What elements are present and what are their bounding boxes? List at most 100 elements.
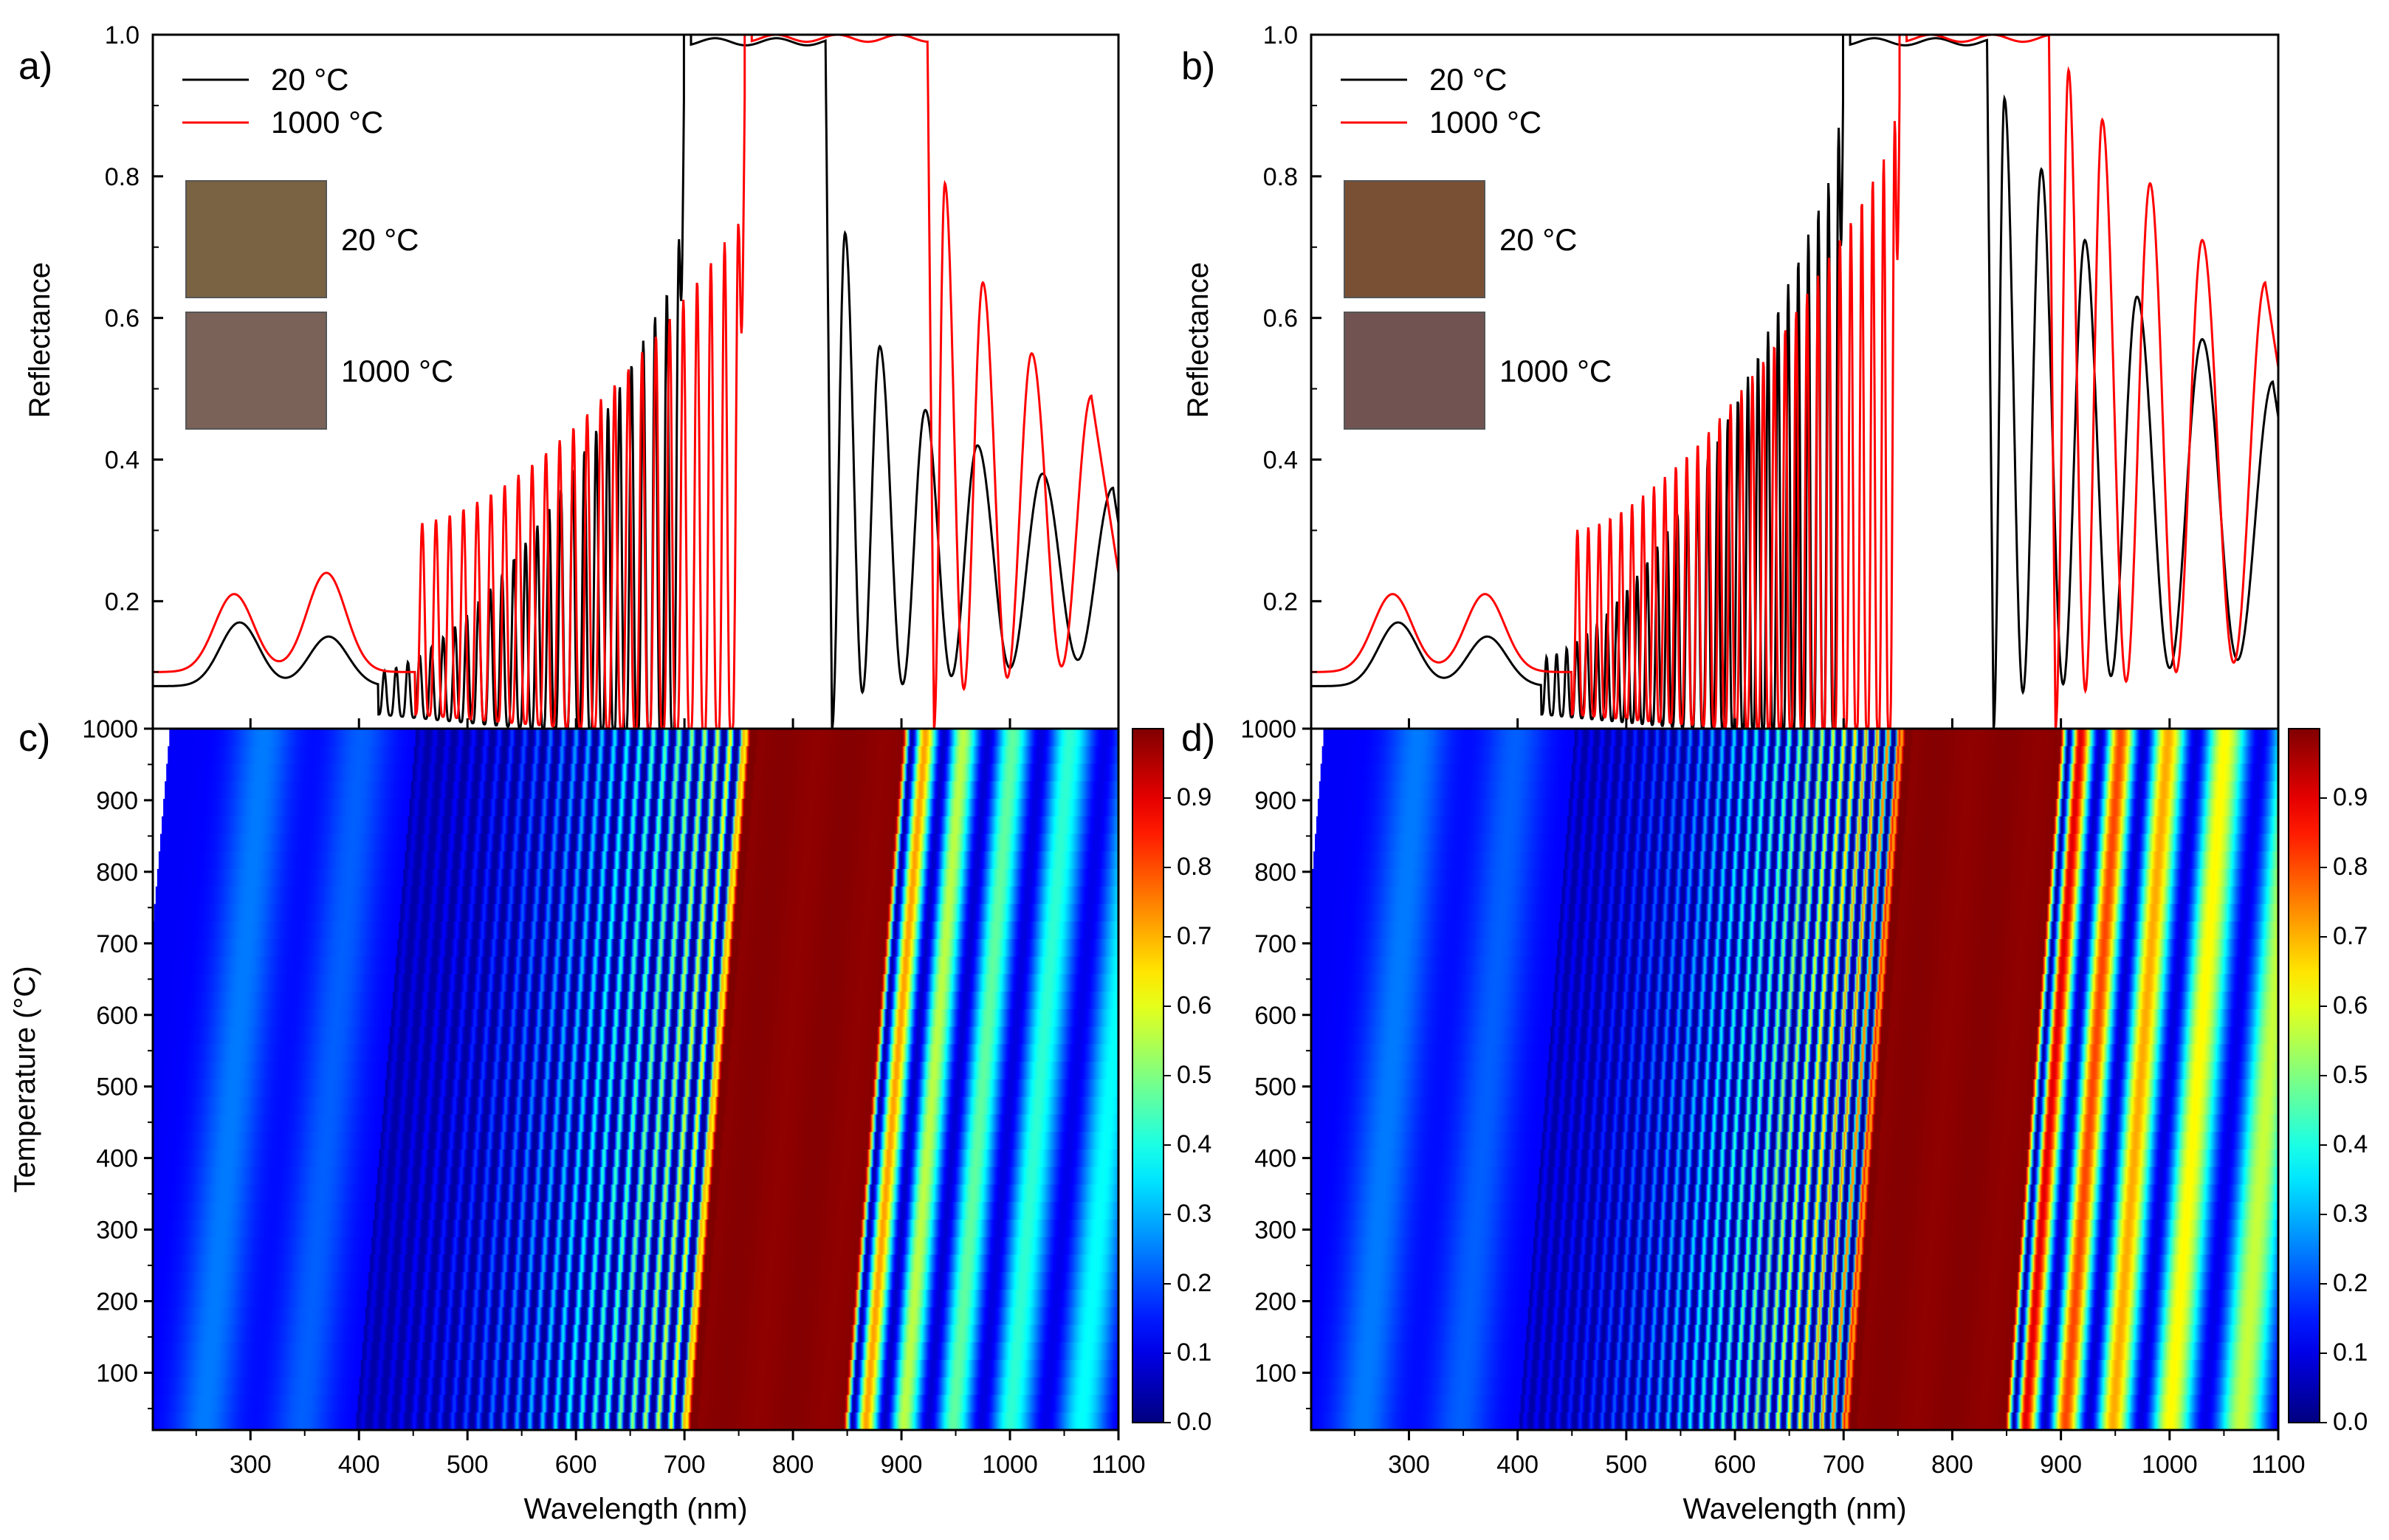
y-tick-label: 900 bbox=[96, 787, 138, 815]
y-tick-label: 900 bbox=[1254, 787, 1296, 815]
y-tick-label: 1.0 bbox=[105, 21, 140, 49]
heatmap-row bbox=[153, 1202, 1118, 1220]
y-tick-label: 500 bbox=[1254, 1073, 1296, 1101]
swatch-label-0: 20 °C bbox=[341, 222, 419, 257]
heatmap-row bbox=[1311, 1360, 2278, 1378]
colorbar-tick-label: 0.4 bbox=[1177, 1130, 1211, 1158]
panel-b-reflectance-chart: 0.2 0.4 0.6 0.8 1.0 b) Reflectance 20 °C 1000 °C… bbox=[1181, 21, 2280, 730]
colorbar-tick-label: 0.1 bbox=[1177, 1338, 1211, 1367]
heatmap-row bbox=[1323, 729, 2278, 747]
heatmap-row bbox=[153, 1360, 1118, 1378]
color-swatch-0 bbox=[185, 180, 327, 298]
heatmap-row bbox=[153, 974, 1118, 993]
series-line-a-1 bbox=[153, 35, 1118, 729]
heatmap-row bbox=[153, 1290, 1118, 1308]
heatmap-row bbox=[1321, 746, 2278, 765]
y-axis-label: Reflectance bbox=[1182, 262, 1214, 418]
heatmap-row bbox=[153, 1079, 1118, 1098]
heatmap-cells-d bbox=[1311, 729, 2278, 1430]
x-axis-label: Wavelength (nm) bbox=[523, 1493, 747, 1525]
heatmap-row bbox=[163, 799, 1118, 817]
colorbar-tick-label: 0.2 bbox=[1177, 1269, 1211, 1297]
swatch-label-0: 20 °C bbox=[1499, 222, 1578, 257]
heatmap-row bbox=[1311, 991, 2278, 1010]
y-axis-label: Temperature (°C) bbox=[9, 966, 41, 1192]
heatmap-row bbox=[1311, 1290, 2278, 1308]
y-tick-label: 100 bbox=[96, 1359, 138, 1387]
x-tick-label: 700 bbox=[664, 1451, 706, 1479]
y-tick-label: 0.2 bbox=[1263, 588, 1298, 616]
color-swatch-1 bbox=[1344, 312, 1485, 430]
heatmap-row bbox=[153, 939, 1118, 958]
heatmap-row bbox=[1311, 1237, 2278, 1256]
series-line-a-0 bbox=[153, 35, 1118, 729]
panel-label-b: b) bbox=[1181, 45, 1215, 88]
heatmap-row bbox=[162, 816, 1118, 835]
heatmap-row bbox=[1311, 1096, 2278, 1116]
heatmap-row bbox=[1320, 763, 2278, 783]
heatmap-row bbox=[1311, 1166, 2278, 1186]
x-tick-label: 600 bbox=[1714, 1451, 1756, 1479]
heatmap-row bbox=[1311, 1062, 2278, 1080]
x-tick-label: 1000 bbox=[2142, 1451, 2198, 1479]
y-tick-label: 0.6 bbox=[105, 305, 140, 333]
heatmap-row bbox=[166, 763, 1118, 783]
heatmap-row bbox=[1311, 1149, 2278, 1168]
y-tick-label: 600 bbox=[96, 1002, 138, 1030]
heatmap-row bbox=[1311, 1307, 2278, 1326]
heatmap-row bbox=[153, 1324, 1118, 1344]
colorbar-tick-label: 0.8 bbox=[2333, 853, 2368, 881]
heatmap-row bbox=[1315, 833, 2278, 853]
colorbar-tick-label: 0.4 bbox=[2333, 1130, 2368, 1158]
heatmap-row bbox=[154, 904, 1118, 923]
heatmap-row bbox=[1316, 816, 2278, 835]
colorbar-tick-label: 0.7 bbox=[2333, 922, 2368, 950]
heatmap-row bbox=[153, 1237, 1118, 1256]
color-swatch-0 bbox=[1344, 180, 1485, 298]
heatmap-row bbox=[1317, 799, 2278, 817]
y-tick-label: 700 bbox=[96, 930, 138, 958]
panel-d-heatmap: 100 200 300 400 500 600 700 800 900 1000 300 400 500… bbox=[1181, 715, 2368, 1525]
colorbar-tick-label: 0.8 bbox=[1177, 853, 1211, 881]
heatmap-row bbox=[1311, 1324, 2278, 1344]
colorbar-d bbox=[2288, 728, 2320, 1423]
x-tick-label: 800 bbox=[772, 1451, 814, 1479]
x-tick-label: 1100 bbox=[2251, 1451, 2305, 1479]
heatmap-row bbox=[1311, 1395, 2278, 1414]
y-axis-label: Reflectance bbox=[24, 262, 56, 418]
heatmap-row bbox=[153, 1114, 1118, 1133]
y-tick-label: 0.2 bbox=[105, 588, 140, 616]
x-tick-label: 1000 bbox=[982, 1451, 1038, 1479]
panel-label-d: d) bbox=[1181, 717, 1215, 760]
y-tick-label: 1.0 bbox=[1263, 21, 1298, 49]
heatmap-row bbox=[1311, 1009, 2278, 1028]
heatmap-row bbox=[153, 1254, 1118, 1273]
y-tick-label: 0.6 bbox=[1263, 305, 1298, 333]
heatmap-row bbox=[153, 991, 1118, 1010]
colorbar-tick-label: 0.6 bbox=[1177, 991, 1211, 1020]
swatch-label-1: 1000 °C bbox=[1499, 354, 1612, 388]
y-tick-label: 600 bbox=[1254, 1002, 1296, 1030]
y-tick-label: 100 bbox=[1254, 1359, 1296, 1387]
x-tick-label: 500 bbox=[447, 1451, 489, 1479]
heatmap-row bbox=[1313, 851, 2278, 870]
color-swatch-1 bbox=[185, 312, 327, 430]
colorbar-tick-label: 0.7 bbox=[1177, 922, 1211, 950]
series-line-b-0 bbox=[1311, 35, 2278, 729]
x-tick-label: 300 bbox=[1388, 1451, 1430, 1479]
x-tick-label: 800 bbox=[1931, 1451, 1973, 1479]
y-tick-label: 300 bbox=[1254, 1217, 1296, 1245]
heatmap-row bbox=[168, 746, 1118, 765]
heatmap-row bbox=[153, 1149, 1118, 1168]
colorbar-tick-label: 0.3 bbox=[1177, 1200, 1211, 1228]
heatmap-row bbox=[1311, 1220, 2278, 1238]
heatmap-row bbox=[157, 869, 1118, 887]
y-tick-label: 0.4 bbox=[105, 447, 140, 475]
heatmap-row bbox=[1319, 781, 2278, 800]
legend-label-1: 1000 °C bbox=[1429, 105, 1541, 140]
y-tick-label: 300 bbox=[96, 1217, 138, 1245]
panel-a-reflectance-chart: 0.2 0.4 0.6 0.8 1.0 a) Reflectance 20 °C 1000 °C… bbox=[18, 21, 1120, 730]
heatmap-row bbox=[153, 956, 1118, 975]
panel-label-c: c) bbox=[18, 717, 50, 760]
